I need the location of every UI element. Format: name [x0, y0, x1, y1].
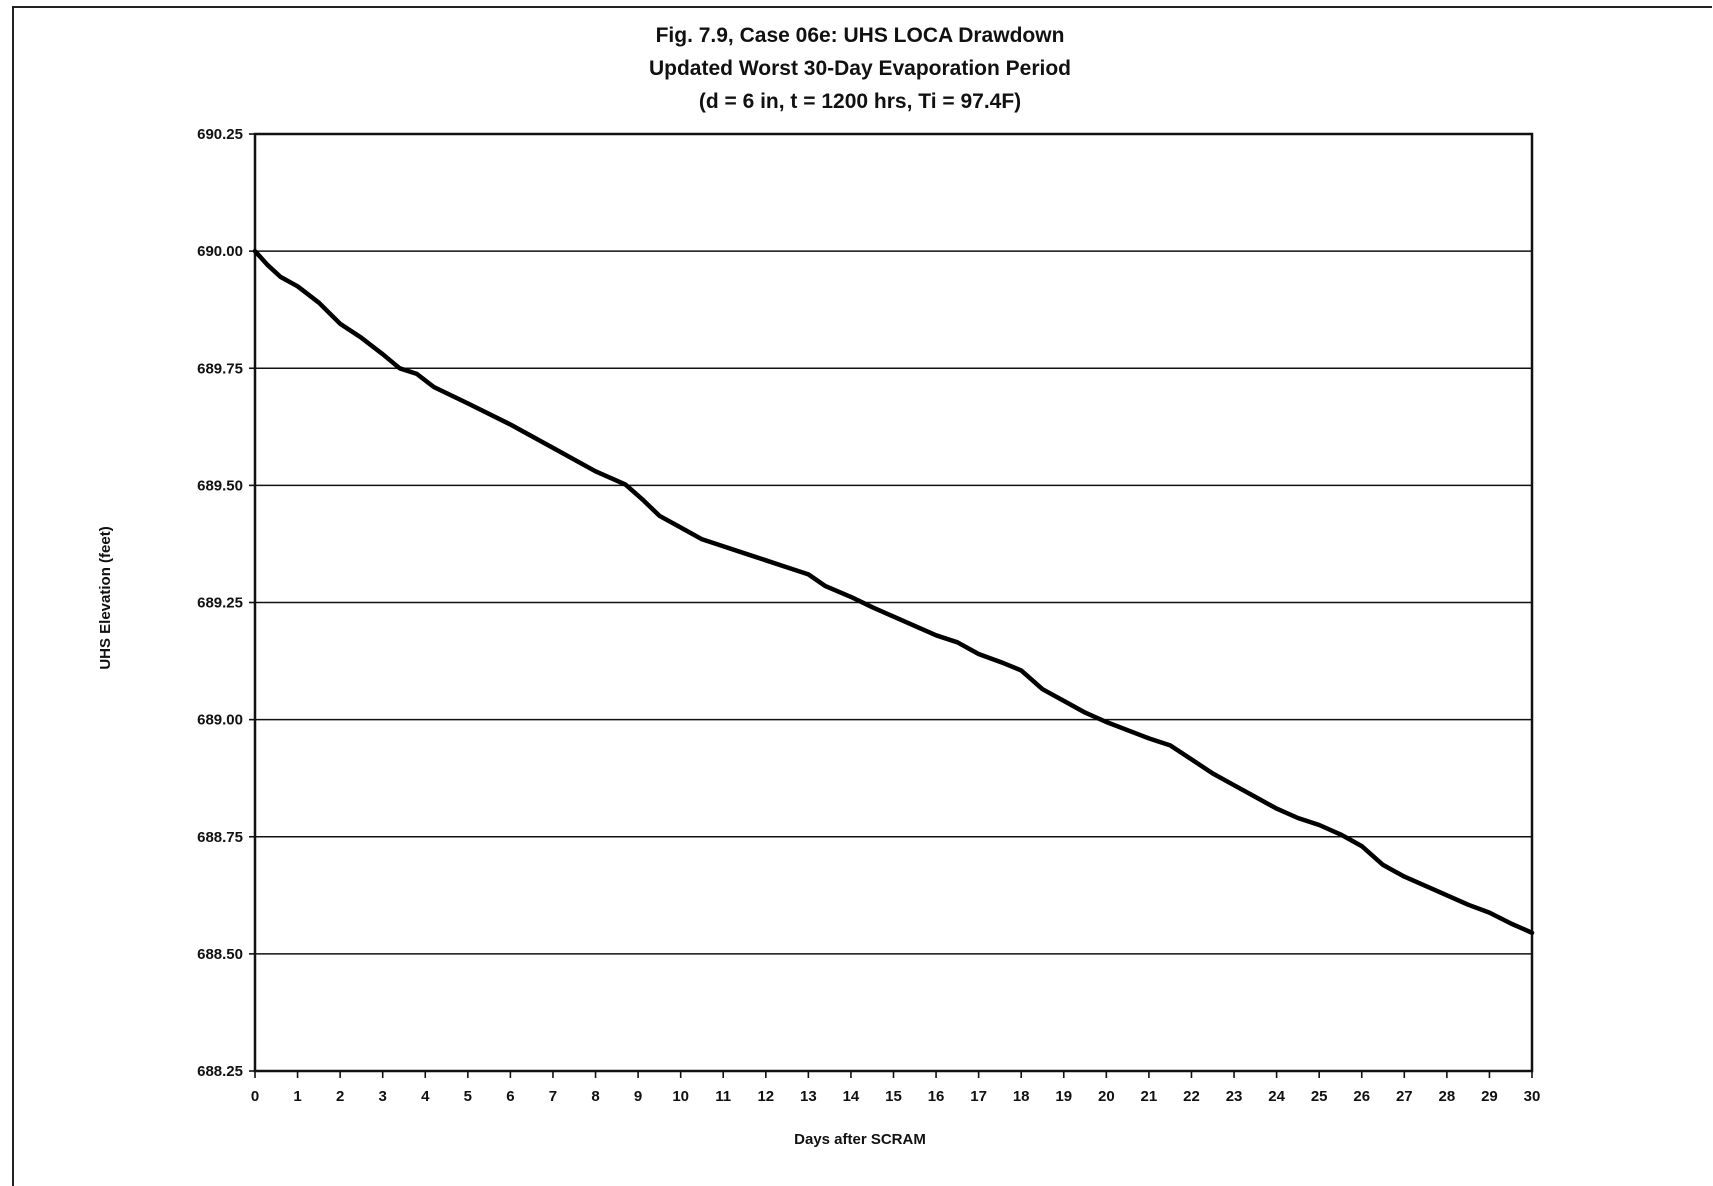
chart-title-line-3: (d = 6 in, t = 1200 hrs, Ti = 97.4F) — [699, 90, 1021, 113]
x-tick-label-1: 1 — [293, 1088, 301, 1105]
x-tick-label-7: 7 — [549, 1088, 557, 1105]
x-tick-label-8: 8 — [591, 1088, 599, 1105]
x-tick-label-29: 29 — [1481, 1088, 1498, 1105]
x-tick-label-26: 26 — [1353, 1088, 1370, 1105]
x-tick-label-18: 18 — [1013, 1088, 1030, 1105]
chart-frame — [12, 6, 1712, 1186]
grid-lines — [255, 250, 1532, 955]
chart-title-line-1: Fig. 7.9, Case 06e: UHS LOCA Drawdown — [656, 24, 1065, 47]
x-tick-label-5: 5 — [464, 1088, 472, 1105]
chart-title: Fig. 7.9, Case 06e: UHS LOCA Drawdown Up… — [649, 24, 1071, 113]
x-tick-label-3: 3 — [379, 1088, 387, 1105]
x-tick-label-25: 25 — [1311, 1088, 1328, 1105]
x-tick-label-21: 21 — [1141, 1088, 1158, 1105]
series-line-0 — [252, 248, 1535, 936]
x-tick-label-15: 15 — [885, 1088, 902, 1105]
x-tick-label-23: 23 — [1226, 1088, 1243, 1105]
x-tick-label-22: 22 — [1183, 1088, 1200, 1105]
y-tick-label-5: 689.50 — [197, 477, 243, 494]
y-tick-label-1: 688.50 — [197, 946, 243, 963]
x-tick-label-24: 24 — [1268, 1088, 1285, 1105]
y-tick-label-3: 689.00 — [197, 712, 243, 729]
chart-title-line-2: Updated Worst 30-Day Evaporation Period — [649, 57, 1071, 80]
x-axis-ticks: 0 1 2 3 4 5 6 7 8 9 10 11 12 13 14 15 16 17 18 19 20 21 22 23 24… — [251, 1071, 1541, 1105]
y-axis-label: UHS Elevation (feet) — [97, 526, 114, 669]
y-tick-label-8: 690.25 — [197, 126, 243, 143]
x-tick-label-16: 16 — [928, 1088, 945, 1105]
x-tick-label-14: 14 — [843, 1088, 860, 1105]
x-tick-label-9: 9 — [634, 1088, 642, 1105]
x-tick-label-30: 30 — [1524, 1088, 1541, 1105]
x-tick-label-10: 10 — [672, 1088, 689, 1105]
x-tick-label-4: 4 — [421, 1088, 430, 1105]
x-tick-label-13: 13 — [800, 1088, 817, 1105]
x-tick-label-27: 27 — [1396, 1088, 1413, 1105]
x-tick-label-2: 2 — [336, 1088, 344, 1105]
x-tick-label-20: 20 — [1098, 1088, 1115, 1105]
x-tick-label-6: 6 — [506, 1088, 514, 1105]
x-tick-label-0: 0 — [251, 1088, 259, 1105]
y-tick-label-7: 690.00 — [197, 243, 243, 260]
x-tick-label-11: 11 — [715, 1088, 731, 1105]
y-tick-label-4: 689.25 — [197, 595, 243, 612]
x-tick-label-19: 19 — [1055, 1088, 1072, 1105]
x-tick-label-17: 17 — [970, 1088, 987, 1105]
x-tick-label-12: 12 — [757, 1088, 774, 1105]
series-group — [252, 248, 1535, 936]
y-tick-label-2: 688.75 — [197, 829, 243, 846]
x-tick-label-28: 28 — [1439, 1088, 1456, 1105]
y-tick-label-0: 688.25 — [197, 1063, 243, 1080]
y-tick-label-6: 689.75 — [197, 360, 243, 377]
y-axis-ticks: 688.25 688.50 688.75 689.00 689.25 689.50 689.… — [197, 126, 255, 1080]
x-axis-label: Days after SCRAM — [794, 1131, 926, 1148]
